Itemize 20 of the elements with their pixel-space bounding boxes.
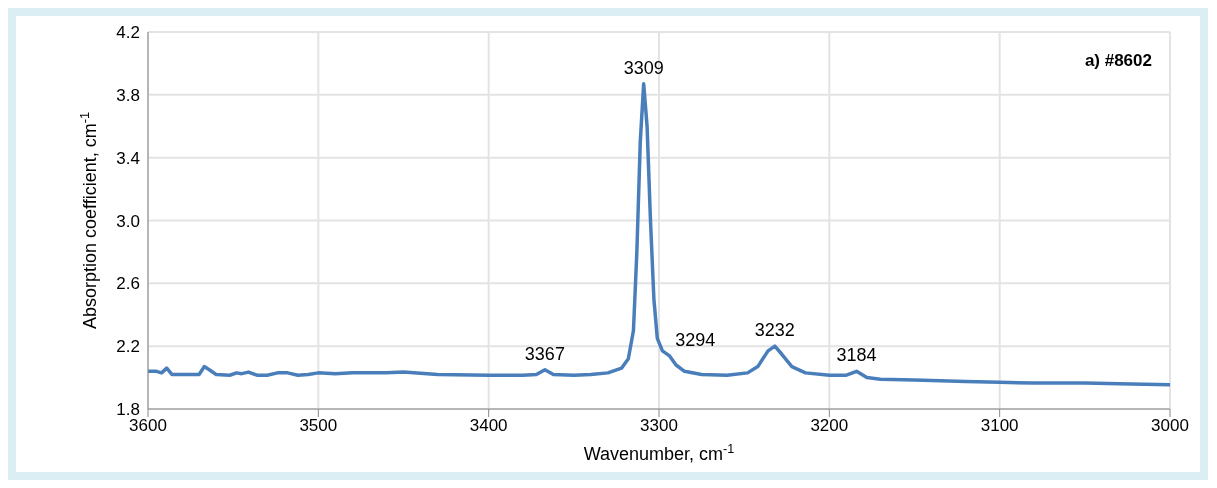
x-tick-label: 3400 xyxy=(469,416,508,436)
x-tick-label: 3000 xyxy=(1151,416,1189,436)
annotation: 3184 xyxy=(836,345,877,366)
annotation: 3294 xyxy=(675,329,716,350)
y-tick-label: 3.4 xyxy=(116,148,140,168)
x-axis-title: Wavenumber, cm$^{-1}$ xyxy=(583,442,735,464)
x-tick-label: 3300 xyxy=(640,416,678,436)
x-tick-label: 3200 xyxy=(810,416,849,436)
y-tick-label: 3.8 xyxy=(116,85,140,105)
x-tick-label: 3500 xyxy=(299,416,338,436)
y-tick-label: 2.2 xyxy=(116,337,140,357)
x-tick-label: 3100 xyxy=(980,416,1019,436)
y-tick-label: 4.2 xyxy=(116,23,140,43)
annotation: 3232 xyxy=(754,320,795,341)
y-tick-label: 2.6 xyxy=(116,274,140,294)
annotation: 3309 xyxy=(623,57,664,78)
line-series xyxy=(148,82,1170,387)
y-tick-label: 3.0 xyxy=(116,211,140,231)
text: a) #8602 xyxy=(1084,51,1152,70)
annotation: 3367 xyxy=(524,343,565,364)
